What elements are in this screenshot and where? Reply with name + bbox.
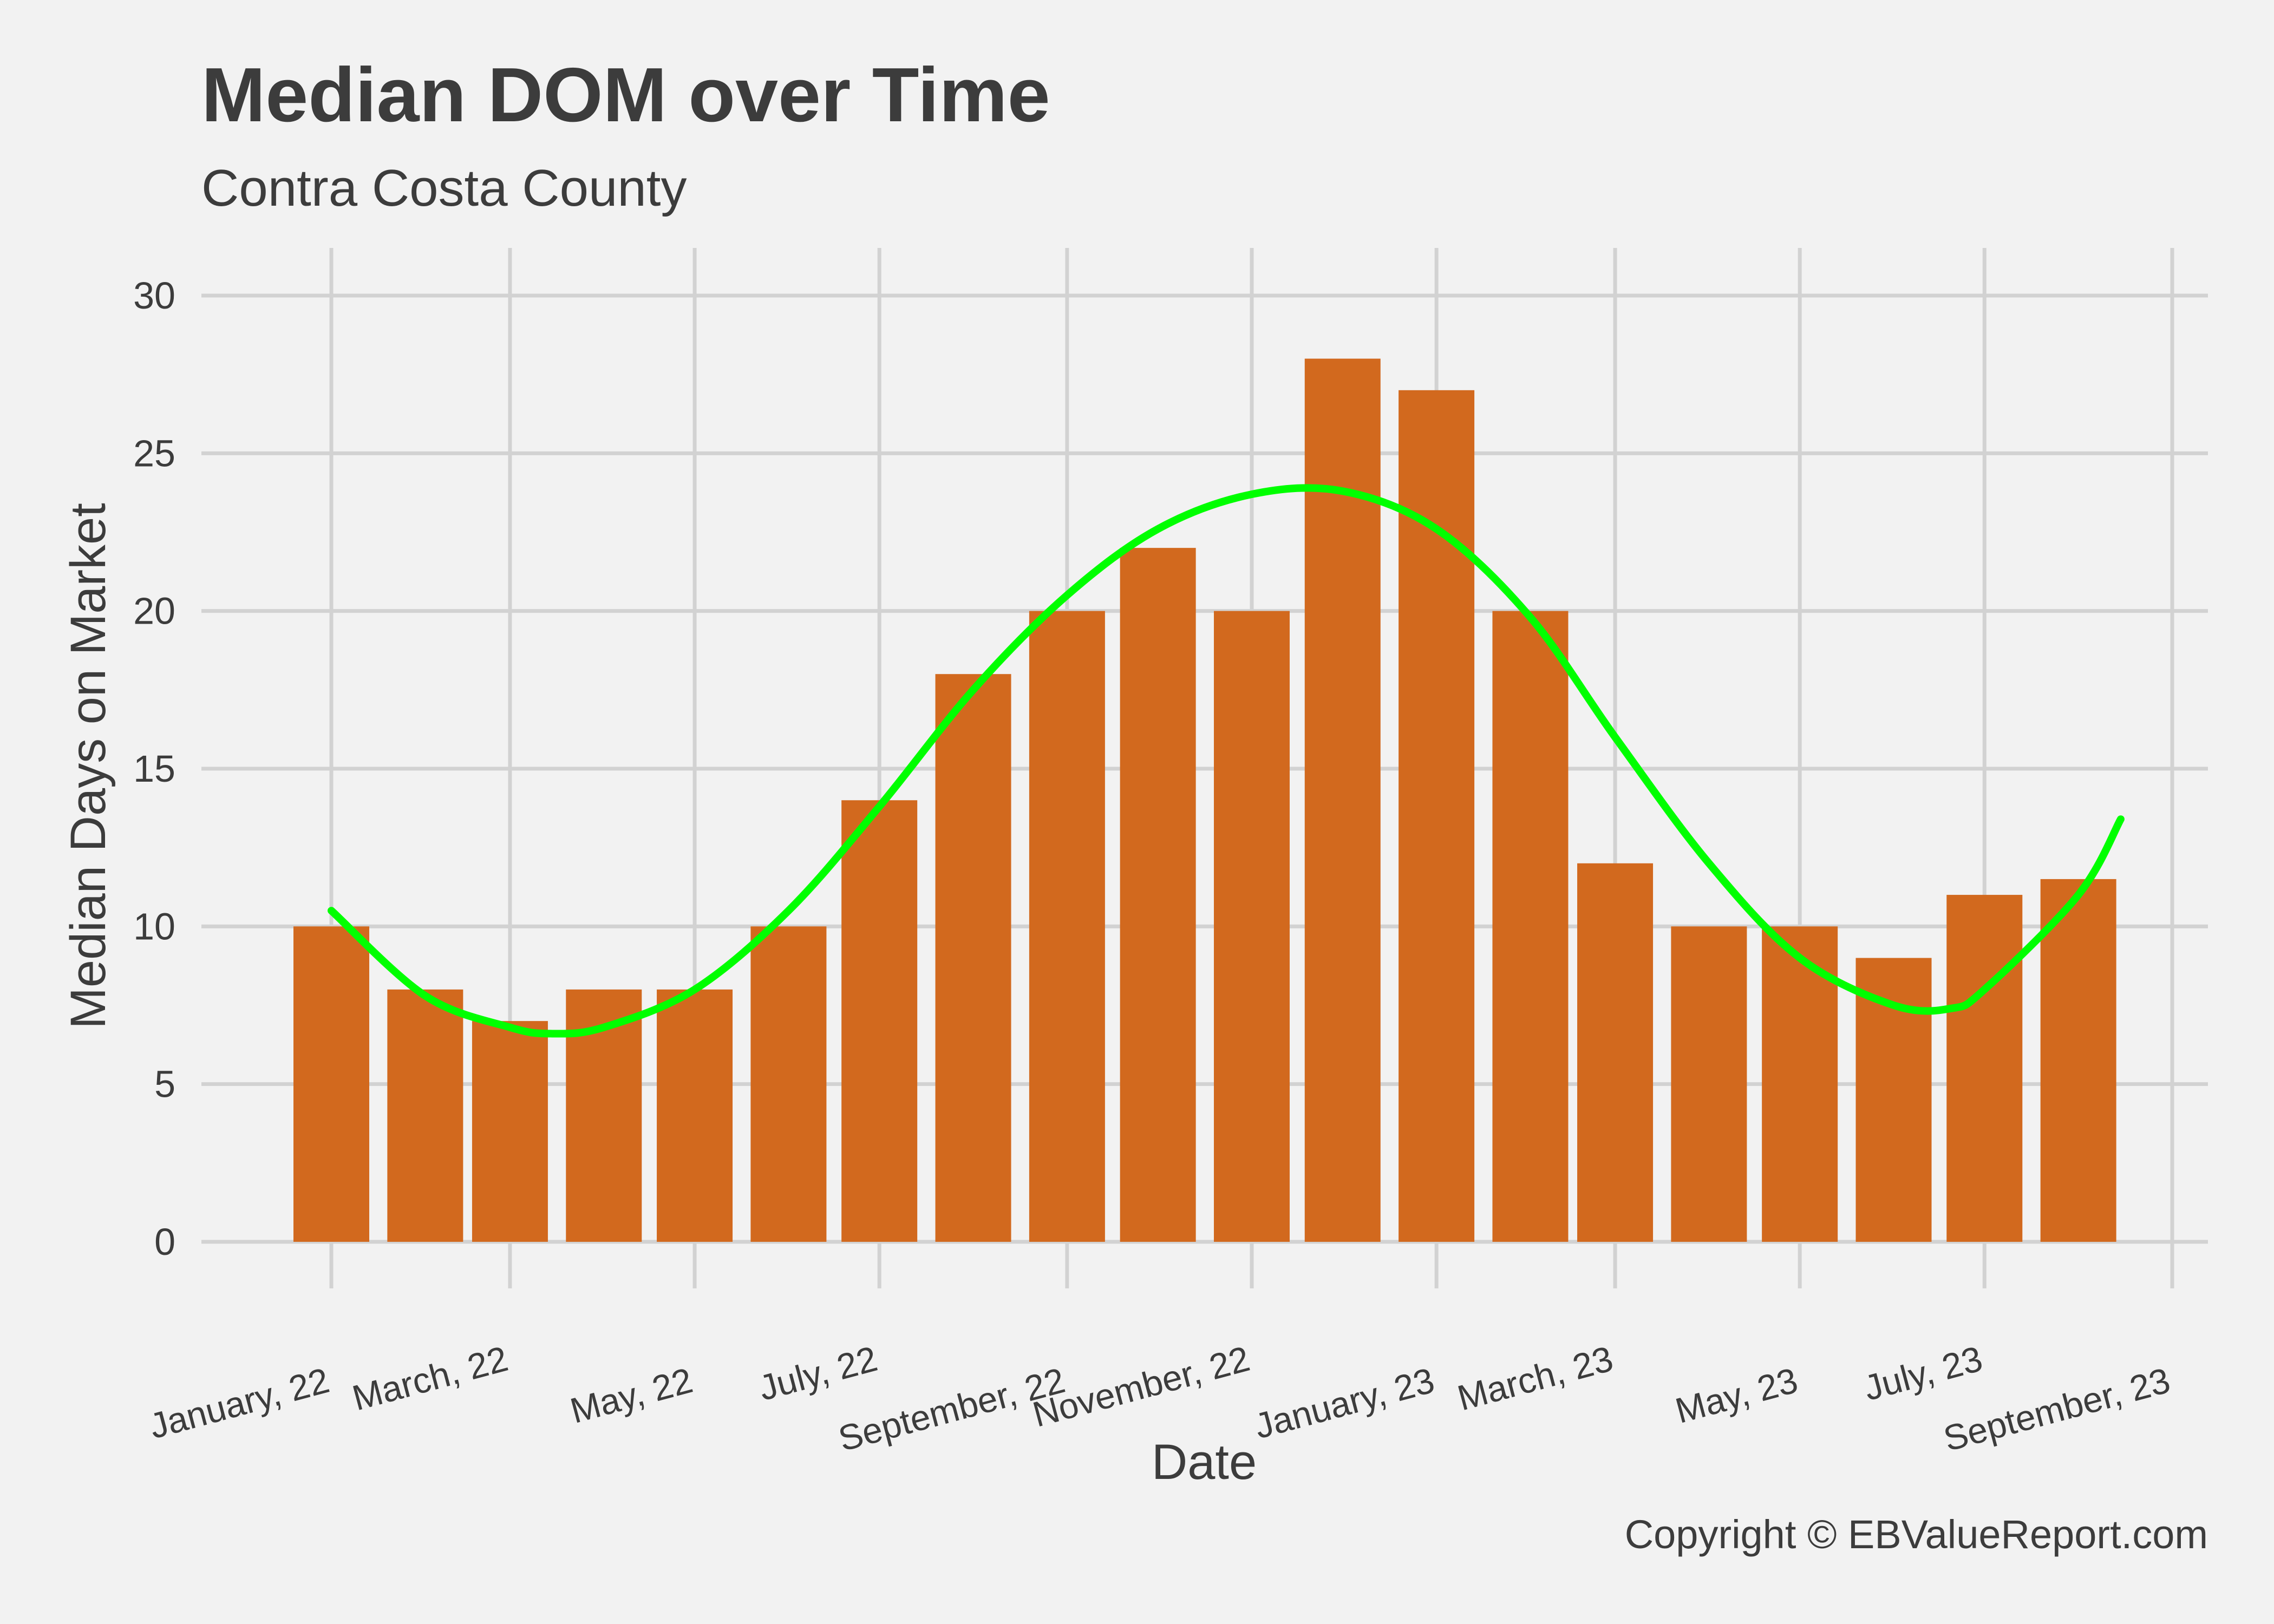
bars — [293, 358, 2116, 1242]
bar — [750, 926, 827, 1242]
bar — [1577, 863, 1654, 1242]
trend-line — [328, 484, 2125, 1038]
y-tick-label: 5 — [154, 1063, 175, 1105]
y-tick-label: 0 — [154, 1221, 175, 1263]
bar — [1492, 611, 1569, 1242]
bar — [1029, 611, 1105, 1242]
chart-title: Median DOM over Time — [201, 52, 1050, 138]
y-axis-ticks: 0 5 10 15 20 25 30 — [133, 274, 175, 1263]
copyright-caption: Copyright © EBValueReport.com — [1625, 1512, 2208, 1557]
bar — [1214, 611, 1290, 1242]
y-tick-label: 10 — [133, 905, 175, 947]
bar — [1120, 548, 1196, 1242]
bar — [841, 800, 918, 1242]
bar — [387, 989, 463, 1242]
y-tick-label: 15 — [133, 748, 175, 790]
y-tick-label: 20 — [133, 590, 175, 632]
bar — [1304, 358, 1381, 1242]
bar — [293, 926, 369, 1242]
y-tick-label: 30 — [133, 274, 175, 317]
bar — [472, 1021, 548, 1242]
y-tick-label: 25 — [133, 432, 175, 474]
bar — [935, 674, 1011, 1242]
bar — [657, 989, 733, 1242]
chart-subtitle: Contra Costa County — [201, 159, 687, 217]
bar — [1855, 958, 1932, 1242]
bar — [1671, 926, 1747, 1242]
bar — [1399, 390, 1475, 1242]
bar — [2040, 879, 2116, 1242]
x-axis-label: Date — [1152, 1435, 1257, 1490]
bar — [1946, 895, 2023, 1242]
trend-layer — [328, 484, 2125, 1038]
y-axis-label: Median Days on Market — [61, 503, 116, 1029]
